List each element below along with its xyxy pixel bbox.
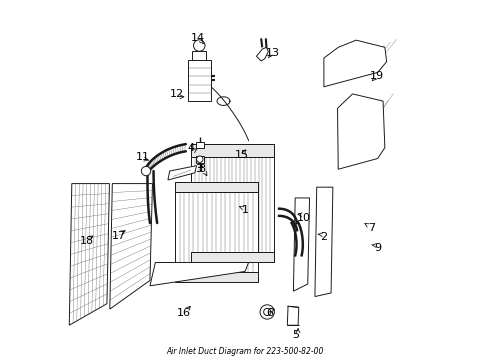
Text: Air Inlet Duct Diagram for 223-500-82-00: Air Inlet Duct Diagram for 223-500-82-00 <box>166 347 324 356</box>
Circle shape <box>264 309 271 316</box>
Bar <box>191 252 274 262</box>
Text: 17: 17 <box>112 231 126 240</box>
Bar <box>191 144 274 157</box>
Circle shape <box>194 40 205 51</box>
Polygon shape <box>287 306 299 325</box>
Text: 1: 1 <box>242 206 248 216</box>
Polygon shape <box>69 184 109 325</box>
Text: 4: 4 <box>188 143 195 153</box>
Bar <box>192 51 206 60</box>
Text: 6: 6 <box>267 308 273 318</box>
Text: 13: 13 <box>266 48 280 58</box>
Bar <box>196 142 204 148</box>
Circle shape <box>196 156 203 162</box>
Bar <box>191 144 274 262</box>
Polygon shape <box>324 40 387 87</box>
Polygon shape <box>150 262 248 286</box>
Text: 5: 5 <box>292 330 299 340</box>
Text: 8: 8 <box>198 164 205 174</box>
Polygon shape <box>256 47 269 61</box>
Text: 9: 9 <box>374 243 381 253</box>
Bar <box>175 181 258 282</box>
Text: 12: 12 <box>170 89 184 99</box>
Text: 14: 14 <box>191 33 205 43</box>
Text: 16: 16 <box>177 308 191 318</box>
Circle shape <box>260 305 274 319</box>
Bar <box>196 156 204 163</box>
Bar <box>188 60 211 101</box>
Text: 10: 10 <box>297 213 311 222</box>
Text: 3: 3 <box>195 164 202 174</box>
Text: 2: 2 <box>320 232 327 242</box>
Polygon shape <box>168 166 196 180</box>
Polygon shape <box>110 184 152 309</box>
Circle shape <box>141 166 151 176</box>
Text: 18: 18 <box>79 236 94 246</box>
Text: 15: 15 <box>234 150 248 160</box>
Text: 11: 11 <box>136 152 150 162</box>
Bar <box>175 272 258 282</box>
Polygon shape <box>294 198 310 291</box>
Polygon shape <box>315 187 333 297</box>
Polygon shape <box>338 94 385 169</box>
Text: 7: 7 <box>368 224 375 233</box>
Text: 19: 19 <box>370 71 384 81</box>
Bar <box>175 181 258 192</box>
